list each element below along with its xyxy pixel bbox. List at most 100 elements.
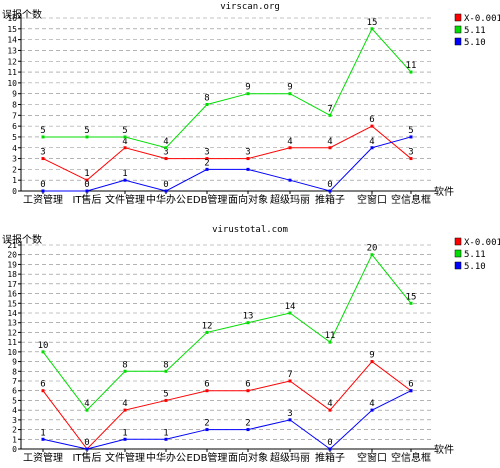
data-point — [205, 167, 209, 171]
data-point — [205, 157, 209, 161]
data-point — [123, 437, 127, 441]
legend-label: 5.10 — [464, 262, 486, 272]
data-point — [41, 135, 45, 139]
data-label: 6 — [408, 380, 413, 390]
series-line-3 — [42, 390, 412, 450]
series-line-3 — [43, 136, 412, 192]
data-point — [328, 113, 332, 117]
data-label: 4 — [287, 137, 292, 147]
y-axis-label: 误报个数 — [2, 233, 42, 246]
x-tick-label: EDB管理 — [187, 451, 228, 464]
data-label: 6 — [369, 115, 374, 125]
data-label: 7 — [327, 104, 332, 114]
y-tick-label: 11 — [7, 68, 17, 77]
data-label: 3 — [163, 148, 168, 158]
x-tick-label: 空信息框 — [391, 451, 431, 464]
y-tick-label: 10 — [7, 348, 17, 357]
series-line-2 — [42, 253, 412, 411]
data-point — [409, 301, 413, 305]
data-point — [370, 408, 374, 412]
data-point — [246, 321, 250, 325]
x-tick-label: 面向对象 — [228, 451, 268, 464]
y-tick-label: 5 — [12, 133, 17, 142]
x-axis-label: 软件 — [434, 185, 454, 198]
data-point — [41, 437, 45, 441]
legend-label: 5.10 — [464, 38, 486, 48]
data-label: 5 — [40, 126, 45, 136]
data-label: 4 — [84, 399, 89, 409]
data-point — [205, 103, 209, 106]
y-tick-label: 10 — [7, 79, 17, 88]
y-tick-label: 17 — [7, 280, 17, 289]
data-label: 6 — [40, 380, 45, 390]
data-point — [205, 389, 209, 393]
data-point — [164, 189, 168, 193]
data-label: 4 — [369, 399, 374, 409]
data-label: 8 — [163, 360, 168, 370]
x-tick-label: 空信息框 — [391, 193, 431, 206]
data-label: 7 — [287, 370, 292, 380]
y-tick-label: 4 — [12, 406, 17, 415]
y-tick-label: 1 — [12, 435, 17, 444]
y-tick-label: 2 — [12, 426, 17, 435]
data-point — [409, 157, 413, 161]
data-label: 5 — [163, 389, 168, 399]
data-label: 4 — [163, 137, 168, 147]
y-tick-label: 12 — [7, 57, 17, 66]
x-tick-label: 工资管理 — [23, 451, 63, 464]
y-tick-label: 19 — [7, 260, 17, 269]
data-point — [288, 146, 292, 150]
data-label: 11 — [325, 331, 336, 341]
data-point — [85, 189, 89, 193]
series-line-1 — [42, 125, 412, 181]
data-label: 13 — [243, 312, 254, 322]
data-label: 6 — [245, 380, 250, 390]
data-label: 15 — [406, 292, 417, 302]
data-point — [164, 398, 168, 402]
y-tick-label: 9 — [12, 358, 17, 367]
data-label: 2 — [204, 419, 209, 429]
legend-swatch — [454, 37, 462, 46]
data-label: 5 — [122, 126, 127, 136]
data-point — [288, 178, 292, 182]
data-label: 15 — [367, 18, 378, 28]
y-tick-label: 20 — [7, 251, 17, 260]
data-point — [328, 447, 332, 451]
y-tick-label: 1 — [12, 176, 17, 185]
legend-swatch — [454, 237, 462, 246]
data-point — [246, 92, 250, 96]
data-label: 3 — [245, 148, 250, 158]
data-label: 2 — [204, 158, 209, 168]
y-tick-label: 5 — [12, 396, 17, 405]
y-tick-label: 4 — [12, 144, 17, 153]
data-point — [370, 27, 374, 31]
data-point — [288, 418, 292, 422]
data-label: 1 — [122, 428, 127, 438]
data-label: 2 — [245, 419, 250, 429]
data-label: 14 — [285, 302, 296, 312]
data-point — [328, 340, 332, 344]
legend-label: 5.11 — [464, 26, 486, 36]
data-point — [85, 178, 89, 182]
x-axis-label: 软件 — [434, 443, 454, 456]
data-label: 9 — [287, 83, 292, 93]
y-tick-label: 13 — [7, 46, 17, 55]
data-label: 5 — [408, 126, 413, 136]
y-tick-label: 0 — [12, 187, 17, 196]
data-point — [85, 135, 89, 139]
data-point — [123, 178, 127, 182]
data-point — [370, 124, 374, 128]
x-tick-label: 推箱子 — [315, 193, 345, 206]
data-point — [246, 157, 250, 161]
data-point — [246, 167, 250, 171]
data-point — [288, 379, 292, 383]
chart-title: virustotal.com — [212, 225, 288, 235]
data-label: 3 — [287, 409, 292, 419]
data-label: 10 — [38, 341, 49, 351]
data-point — [123, 146, 127, 150]
y-tick-label: 14 — [7, 36, 17, 45]
y-tick-label: 9 — [12, 90, 17, 99]
data-label: 0 — [40, 180, 45, 190]
y-tick-label: 3 — [12, 155, 17, 164]
data-label: 0 — [327, 438, 332, 448]
